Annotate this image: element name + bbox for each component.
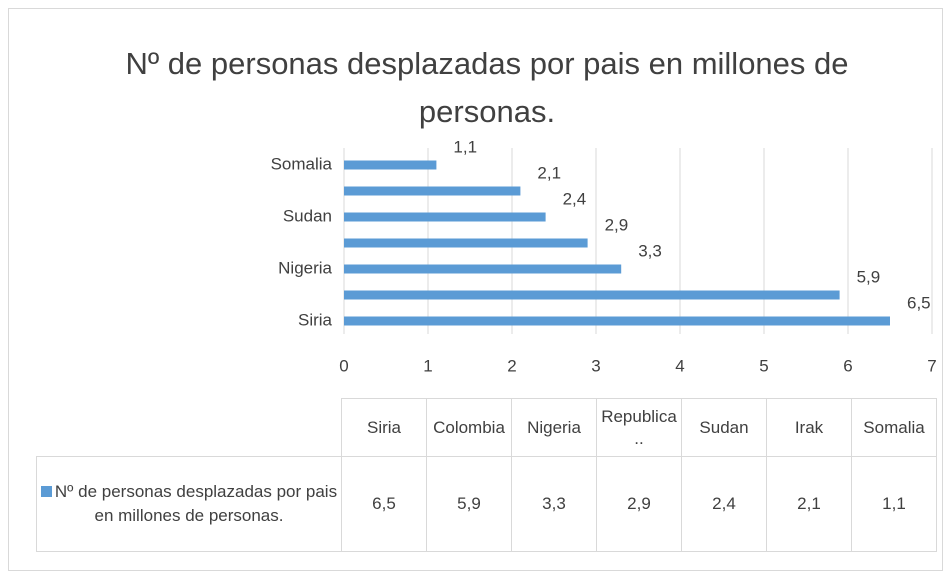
x-tick-label: 7	[927, 356, 936, 375]
table-category: Somalia	[851, 398, 937, 457]
data-label: 2,1	[537, 163, 561, 182]
x-tick-label: 4	[675, 356, 684, 375]
bar	[344, 160, 437, 170]
data-table: Siria Colombia Nigeria Republica .. Sudan Ira…	[36, 398, 937, 552]
data-label: 6,5	[907, 293, 931, 312]
table-value: 2,1	[766, 456, 852, 552]
table-value: 2,9	[596, 456, 682, 552]
table-category: Colombia	[426, 398, 512, 457]
table-category: Nigeria	[511, 398, 597, 457]
table-value: 2,4	[681, 456, 767, 552]
bar	[344, 290, 840, 300]
table-value: 6,5	[341, 456, 427, 552]
table-header-row: Siria Colombia Nigeria Republica .. Sudan Ira…	[37, 398, 937, 457]
bar	[344, 264, 622, 274]
x-tick-label: 5	[759, 356, 768, 375]
legend-key	[40, 486, 52, 497]
data-label: 1,1	[453, 137, 477, 156]
chart-border	[8, 8, 943, 571]
table-category: Siria	[341, 398, 427, 457]
y-tick-label: Somalia	[271, 154, 333, 173]
x-tick-label: 2	[507, 356, 516, 375]
table-row: Nº de personas desplazadas por pais en m…	[36, 456, 937, 552]
x-tick-label: 1	[423, 356, 432, 375]
table-category: Republica ..	[596, 398, 682, 457]
x-tick-label: 3	[591, 356, 600, 375]
y-tick-label: Siria	[298, 310, 333, 329]
bar	[344, 316, 890, 326]
table-legend: Nº de personas desplazadas por pais en m…	[36, 456, 342, 552]
legend-label: Nº de personas desplazadas por pais en m…	[54, 482, 338, 525]
x-tick-label: 0	[339, 356, 348, 375]
table-category: Sudan	[681, 398, 767, 457]
table-corner	[37, 399, 342, 457]
table-category: Irak	[766, 398, 852, 457]
table-value: 5,9	[426, 456, 512, 552]
data-label: 3,3	[638, 241, 662, 260]
data-label: 2,9	[605, 215, 629, 234]
chart-title: Nº de personas desplazadas por pais en m…	[125, 46, 849, 129]
data-label: 5,9	[857, 267, 881, 286]
bar	[344, 212, 546, 222]
data-label: 2,4	[563, 189, 587, 208]
bar	[344, 238, 588, 248]
table-value: 3,3	[511, 456, 597, 552]
bar	[344, 186, 521, 196]
table-value: 1,1	[851, 456, 937, 552]
x-tick-label: 6	[843, 356, 852, 375]
y-tick-label: Sudan	[283, 206, 332, 225]
y-tick-label: Nigeria	[278, 258, 332, 277]
